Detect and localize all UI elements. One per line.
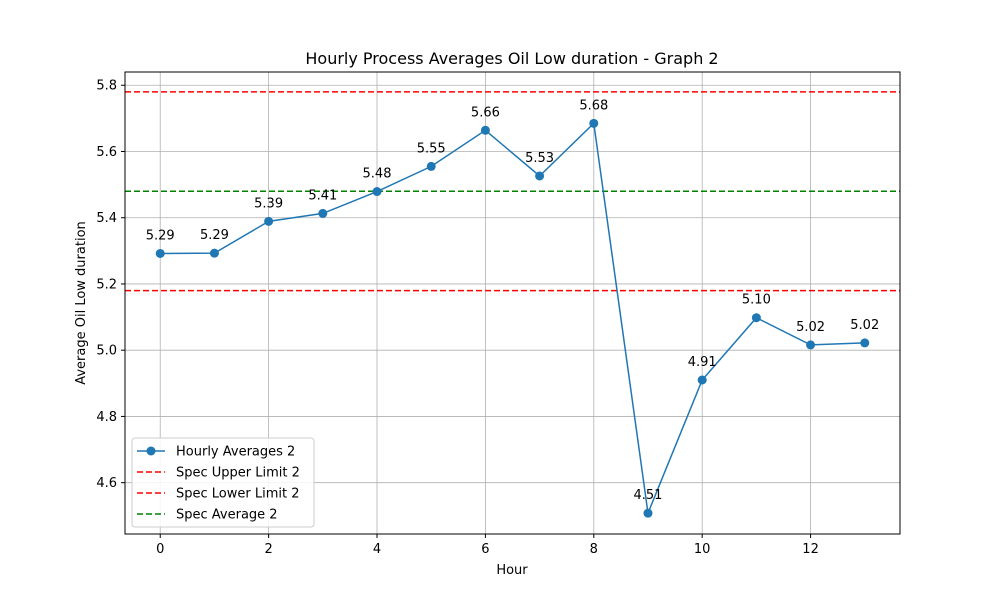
x-tick-label: 0 (156, 542, 164, 557)
data-point (209, 248, 219, 258)
data-point (806, 340, 816, 350)
data-label: 5.39 (254, 196, 283, 211)
legend-label: Spec Upper Limit 2 (176, 466, 300, 481)
x-tick-label: 10 (694, 542, 711, 557)
data-label: 5.29 (146, 228, 175, 243)
y-tick-label: 5.6 (96, 145, 117, 160)
data-label: 5.68 (579, 98, 608, 113)
data-label: 4.51 (634, 488, 663, 503)
reference-lines (125, 91, 900, 292)
plot-frame (124, 71, 901, 535)
x-axis-ticks: 0 2 4 6 8 10 12 (156, 534, 819, 557)
data-point (643, 508, 653, 518)
data-label: 5.10 (742, 293, 771, 308)
legend-label: Spec Lower Limit 2 (176, 487, 300, 502)
y-tick-label: 4.8 (96, 410, 117, 425)
data-label: 4.91 (688, 355, 717, 370)
y-tick-label: 5.2 (96, 277, 117, 292)
x-tick-label: 2 (264, 542, 272, 557)
data-label: 5.02 (850, 318, 879, 333)
data-label: 5.48 (363, 167, 392, 182)
y-axis-label: Average Oil Low duration (74, 221, 89, 385)
y-axis-ticks: 4.6 4.8 5.0 5.2 5.4 5.6 5.8 (96, 79, 125, 491)
data-point (426, 161, 436, 171)
legend-box (131, 437, 315, 528)
data-point (480, 125, 490, 135)
chart-title: Hourly Process Averages Oil Low duration… (305, 49, 718, 68)
legend-label: Spec Average 2 (176, 508, 278, 523)
legend-marker (146, 446, 156, 456)
data-label: 5.53 (525, 151, 554, 166)
data-label: 5.55 (417, 141, 446, 156)
data-point (318, 208, 328, 218)
x-tick-label: 8 (590, 542, 598, 557)
data-label: 5.41 (308, 188, 337, 203)
data-point (155, 248, 165, 258)
data-label: 5.29 (200, 228, 229, 243)
series-line-1 (160, 121, 865, 517)
y-tick-label: 5.0 (96, 344, 117, 359)
data-point (589, 118, 599, 128)
x-tick-label: 12 (802, 542, 819, 557)
x-tick-label: 6 (481, 542, 489, 557)
data-point (860, 338, 870, 348)
data-point (264, 216, 274, 226)
series-group (155, 118, 870, 518)
data-point (751, 313, 761, 323)
x-axis-label: Hour (496, 563, 528, 578)
data-label: 5.02 (796, 320, 825, 335)
x-tick-label: 4 (373, 542, 381, 557)
y-tick-label: 4.6 (96, 476, 117, 491)
data-point (535, 171, 545, 181)
data-point (372, 187, 382, 197)
data-labels: 5.29 5.29 5.39 5.41 5.48 5.55 5.66 5.53 5.68 4.51… (146, 98, 879, 503)
legend-label: Hourly Averages 2 (176, 445, 295, 460)
y-tick-label: 5.4 (96, 211, 117, 226)
data-label: 5.66 (471, 105, 500, 120)
legend: Hourly Averages 2 Spec Upper Limit 2 Spec … (131, 437, 315, 528)
data-point (697, 375, 707, 385)
y-tick-label: 5.8 (96, 79, 117, 94)
